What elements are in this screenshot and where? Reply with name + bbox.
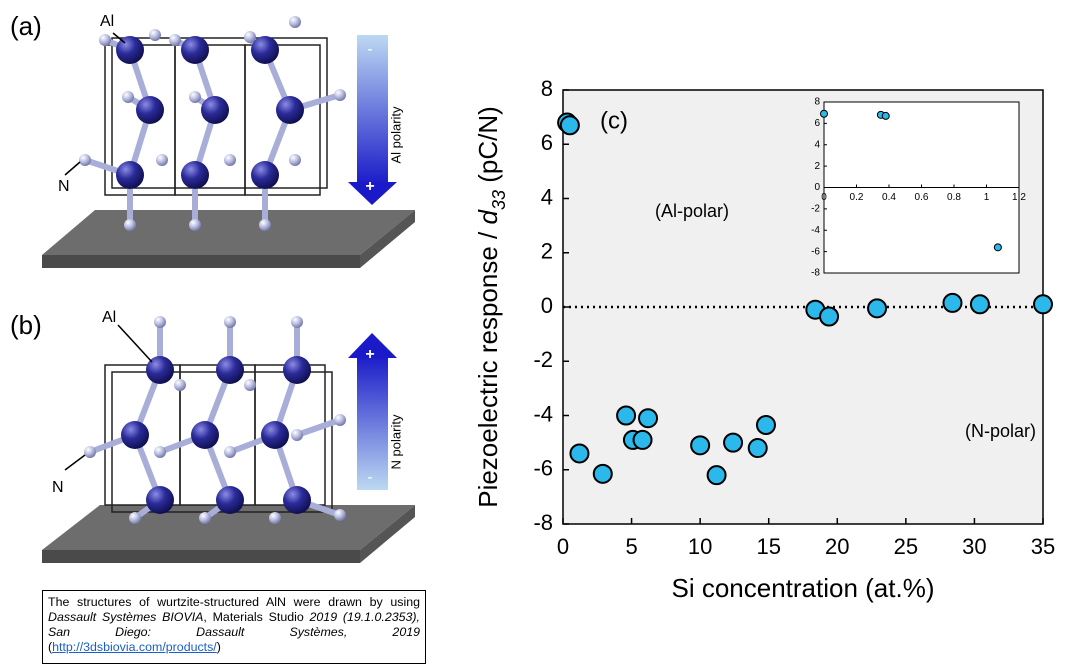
x-tick-label: 0: [557, 534, 569, 559]
y-tick-label: -8: [811, 268, 820, 279]
x-tick-label: 0: [821, 192, 827, 203]
point: [819, 306, 840, 327]
caption-text: 2019 (19.1.0.2353), San Diego: Dassault …: [48, 610, 420, 639]
y-axis-label-part: 33: [489, 190, 509, 210]
caption-link[interactable]: http://3dsbiovia.com/products/: [52, 640, 217, 654]
point: [690, 435, 711, 456]
x-tick-label: 1.2: [1012, 192, 1026, 203]
point: [881, 111, 890, 120]
polarity-sign: +: [365, 178, 374, 195]
y-tick-label: 6: [541, 130, 553, 155]
point: [616, 405, 637, 426]
caption-text: Dassault Systèmes BIOVIA: [48, 610, 204, 624]
caption-text: ): [216, 640, 221, 654]
y-tick-label: 8: [814, 97, 820, 108]
polarity-label: N polarity: [388, 414, 403, 469]
y-axis-label: Piezoelectric response / d33 (pC/N): [473, 106, 509, 508]
polarity-sign: +: [365, 346, 374, 363]
y-tick-label: 2: [541, 239, 553, 264]
x-tick-label: 25: [894, 534, 918, 559]
y-tick-label: -4: [811, 225, 820, 236]
point: [632, 429, 653, 450]
point: [592, 463, 613, 484]
annotation: (c): [600, 107, 628, 134]
point: [993, 243, 1002, 252]
x-tick-label: 1: [984, 192, 990, 203]
panel-label: (b): [10, 310, 42, 340]
x-tick-label: 35: [1031, 534, 1055, 559]
polarity-sign: -: [367, 41, 372, 58]
structure-a: [42, 16, 415, 268]
point: [1033, 294, 1053, 315]
y-tick-label: 2: [814, 161, 820, 172]
atom-label: N: [58, 178, 70, 195]
point: [638, 408, 659, 429]
x-tick-label: 0.8: [947, 192, 961, 203]
atom-label: Al: [102, 309, 116, 326]
point: [942, 292, 963, 313]
x-tick-label: 10: [688, 534, 712, 559]
point: [569, 443, 590, 464]
annotation: (Al-polar): [655, 201, 729, 221]
y-axis-label-part: Piezoelectric response /: [473, 225, 503, 508]
x-tick-label: 30: [962, 534, 986, 559]
point: [755, 414, 776, 435]
x-tick-label: 0.6: [915, 192, 929, 203]
y-tick-label: -4: [533, 401, 553, 426]
y-tick-label: 8: [541, 76, 553, 101]
y-tick-label: 0: [814, 182, 820, 193]
y-tick-label: -2: [811, 204, 820, 215]
y-tick-label: 0: [541, 293, 553, 318]
y-axis-label-part: (pC/N): [473, 106, 503, 190]
y-tick-label: 6: [814, 118, 820, 129]
y-tick-label: -6: [811, 246, 820, 257]
polarity-label: Al polarity: [388, 106, 403, 164]
x-axis-label: Si concentration (at.%): [671, 573, 934, 603]
point: [723, 432, 744, 453]
point: [820, 109, 828, 118]
y-tick-label: -2: [533, 347, 553, 372]
caption-text: , Materials Studio: [203, 610, 310, 624]
y-tick-label: 4: [541, 184, 553, 209]
panel-label: (a): [10, 11, 42, 41]
x-tick-label: 20: [825, 534, 849, 559]
x-tick-label: 15: [756, 534, 780, 559]
structure-b: [42, 316, 415, 563]
caption-text: The structures of wurtzite-structured Al…: [48, 595, 420, 609]
atom-label: Al: [100, 13, 114, 30]
y-axis-label-part: d: [473, 209, 503, 225]
x-tick-label: 0.2: [850, 192, 864, 203]
point: [969, 294, 990, 315]
caption: The structures of wurtzite-structured Al…: [42, 590, 426, 664]
atom-label: N: [52, 479, 64, 496]
point: [747, 438, 768, 459]
polarity-sign: -: [367, 469, 372, 486]
y-tick-label: -6: [533, 456, 553, 481]
x-tick-label: 0.4: [882, 192, 896, 203]
point: [559, 115, 580, 136]
annotation: (N-polar): [965, 421, 1036, 441]
point: [706, 465, 727, 486]
y-tick-label: 4: [814, 139, 820, 150]
y-tick-label: -8: [533, 510, 553, 535]
caption-text: (: [48, 640, 53, 654]
point: [867, 298, 888, 319]
x-tick-label: 5: [625, 534, 637, 559]
